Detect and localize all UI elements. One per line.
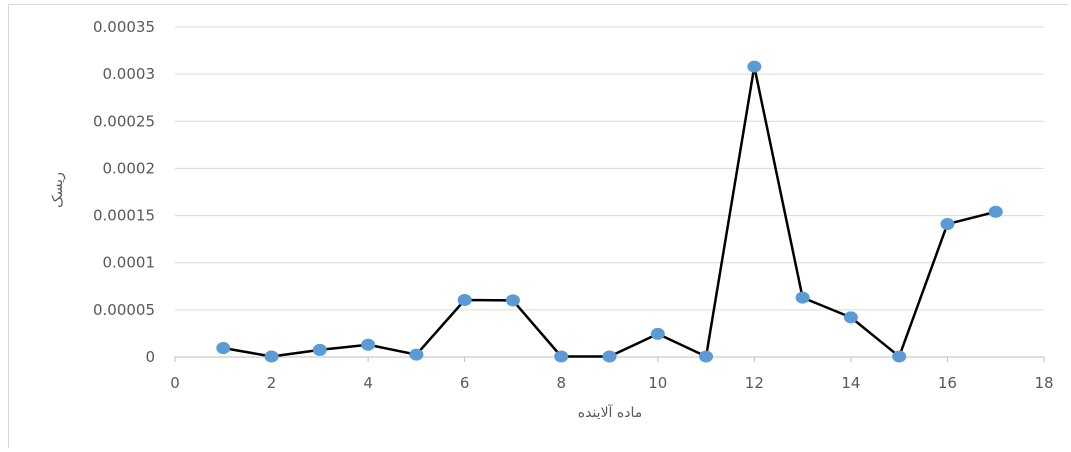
data-point bbox=[554, 350, 569, 363]
x-tick-label: 2 bbox=[267, 374, 277, 392]
gridlines bbox=[175, 26, 1044, 311]
data-point bbox=[312, 343, 327, 356]
data-point bbox=[602, 350, 617, 363]
data-point bbox=[795, 291, 810, 304]
series-line bbox=[223, 65, 997, 358]
data-point bbox=[892, 350, 907, 363]
data-point bbox=[940, 218, 955, 231]
y-axis-title: ریسک bbox=[50, 172, 66, 208]
data-point bbox=[699, 350, 714, 363]
x-tick-label: 0 bbox=[170, 374, 180, 392]
series-line-group bbox=[223, 65, 997, 358]
data-point bbox=[409, 348, 424, 361]
x-axis-title: ماده آلاینده bbox=[578, 404, 642, 421]
x-tick-label: 8 bbox=[556, 374, 566, 392]
x-tick-label: 6 bbox=[460, 374, 470, 392]
data-point bbox=[361, 338, 376, 351]
data-point bbox=[843, 311, 858, 324]
y-tick-label: 0 bbox=[145, 348, 155, 366]
y-tick-label: 0.00015 bbox=[93, 207, 155, 225]
y-tick-label: 0.0002 bbox=[103, 159, 156, 177]
y-tick-label: 0.0001 bbox=[103, 254, 156, 272]
data-point bbox=[457, 293, 472, 306]
chart-frame bbox=[8, 4, 1068, 448]
y-tick-label: 0.00025 bbox=[93, 112, 155, 130]
x-tick-label: 18 bbox=[1034, 374, 1053, 392]
x-tick-label: 14 bbox=[841, 374, 860, 392]
y-tick-labels: 0 0.00005 0.0001 0.00015 0.0002 0.00025 0.0003… bbox=[93, 18, 155, 366]
y-tick-label: 0.0003 bbox=[103, 65, 156, 83]
data-point bbox=[216, 342, 231, 355]
data-point bbox=[988, 205, 1003, 218]
data-point bbox=[747, 60, 762, 73]
x-tick-label: 12 bbox=[745, 374, 764, 392]
x-tick-label: 4 bbox=[363, 374, 373, 392]
y-tick-label: 0.00035 bbox=[93, 18, 155, 36]
x-tick-labels: 0 2 4 6 8 10 12 14 16 18 bbox=[170, 374, 1053, 392]
series-markers bbox=[216, 60, 1003, 363]
y-tick-label: 0.00005 bbox=[93, 301, 155, 319]
data-point bbox=[264, 350, 279, 363]
data-point bbox=[505, 294, 520, 307]
x-tick-label: 10 bbox=[648, 374, 667, 392]
data-point bbox=[650, 327, 665, 340]
x-tick-label: 16 bbox=[938, 374, 957, 392]
